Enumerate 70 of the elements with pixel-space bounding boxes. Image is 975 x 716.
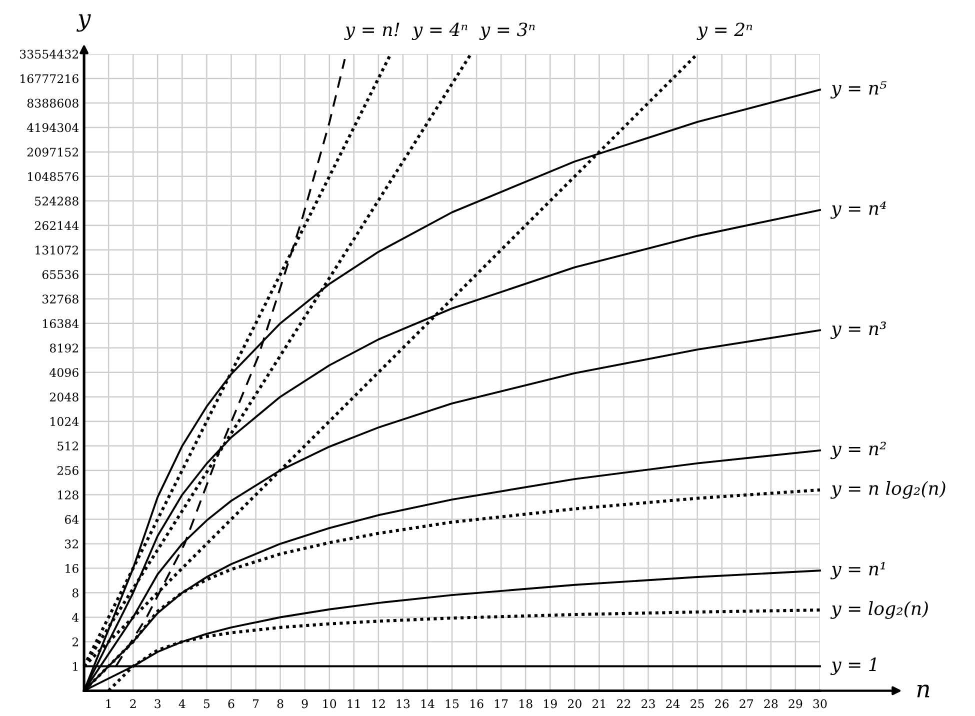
y-tick-label: 32768 — [42, 294, 78, 304]
series-label: y = 3ⁿ — [479, 22, 535, 40]
series-label: y = n² — [830, 442, 886, 460]
x-tick-label: 9 — [302, 699, 308, 708]
x-tick-label: 5 — [204, 699, 210, 708]
x-axis-title: n — [917, 684, 930, 698]
y-tick-label: 16384 — [43, 319, 79, 328]
x-tick-label: 12 — [372, 699, 385, 708]
series-label: y = 4ⁿ — [412, 22, 468, 40]
x-tick-label: 22 — [617, 699, 630, 708]
series-label: y = n! — [344, 22, 400, 40]
x-tick-label: 24 — [666, 699, 680, 708]
y-tick-label: 2048 — [50, 392, 78, 402]
x-tick-label: 20 — [568, 699, 582, 708]
x-tick-label: 2 — [130, 699, 136, 708]
x-tick-label: 30 — [813, 699, 827, 708]
y-tick-label: 512 — [58, 442, 78, 450]
x-tick-label: 28 — [764, 699, 778, 708]
x-tick-label: 14 — [421, 699, 434, 708]
y-tick-label: 2097152 — [27, 148, 78, 157]
x-tick-label: 13 — [396, 699, 410, 708]
x-tick-label: 27 — [740, 699, 754, 708]
x-tick-label: 1 — [106, 699, 111, 708]
x-tick-label: 10 — [323, 699, 336, 708]
y-tick-label: 65536 — [42, 270, 78, 280]
y-tick-label: 1024 — [50, 417, 79, 426]
series-label: y = n³ — [830, 322, 886, 339]
y-tick-label: 8 — [72, 588, 78, 598]
x-tick-label: 26 — [715, 699, 729, 708]
y-tick-label: 1048576 — [28, 172, 78, 182]
x-tick-label: 29 — [788, 699, 802, 708]
x-tick-label: 4 — [178, 699, 186, 708]
y-axis-title: y — [76, 14, 91, 32]
y-tick-label: 2 — [72, 637, 78, 646]
y-tick-label: 524288 — [35, 196, 78, 206]
series-label: y = 1 — [830, 658, 876, 675]
y-tick-label: 8192 — [50, 344, 78, 353]
y-tick-label: 262144 — [34, 221, 79, 230]
y-tick-label: 1 — [73, 662, 78, 671]
y-tick-label: 33554432 — [20, 50, 78, 59]
x-tick-label: 6 — [228, 699, 234, 708]
x-tick-label: 17 — [495, 699, 508, 708]
y-tick-label: 4194304 — [26, 123, 79, 132]
x-tick-label: 25 — [690, 699, 704, 708]
y-tick-label: 16 — [66, 564, 78, 573]
x-tick-label: 11 — [348, 699, 360, 708]
series-label: y = n¹ — [830, 562, 885, 580]
series-label: y = n log₂(n) — [830, 481, 946, 499]
y-tick-label: 131072 — [36, 246, 78, 255]
x-tick-label: 16 — [470, 699, 484, 708]
y-tick-label: 256 — [57, 466, 78, 475]
y-tick-label: 16777216 — [20, 74, 78, 84]
y-tick-label: 8388608 — [27, 98, 78, 108]
x-tick-label: 18 — [520, 699, 532, 708]
x-tick-label: 15 — [446, 699, 459, 708]
x-tick-label: 19 — [544, 699, 557, 708]
series-label: y = n⁴ — [830, 202, 886, 219]
series-label: y = 2ⁿ — [696, 22, 752, 40]
y-tick-label: 4096 — [50, 368, 78, 378]
series-label: y = log₂(n) — [830, 601, 928, 619]
y-tick-label: 4 — [72, 612, 79, 622]
x-tick-label: 7 — [253, 699, 259, 708]
x-tick-label: 3 — [154, 699, 161, 708]
y-tick-label: 64 — [64, 515, 79, 524]
y-tick-label: 32 — [65, 540, 78, 548]
x-tick-label: 8 — [277, 699, 284, 708]
series-label: y = n⁵ — [830, 81, 887, 98]
x-tick-label: 21 — [592, 699, 606, 708]
x-tick-label: 23 — [642, 699, 655, 708]
y-tick-label: 128 — [58, 490, 78, 500]
